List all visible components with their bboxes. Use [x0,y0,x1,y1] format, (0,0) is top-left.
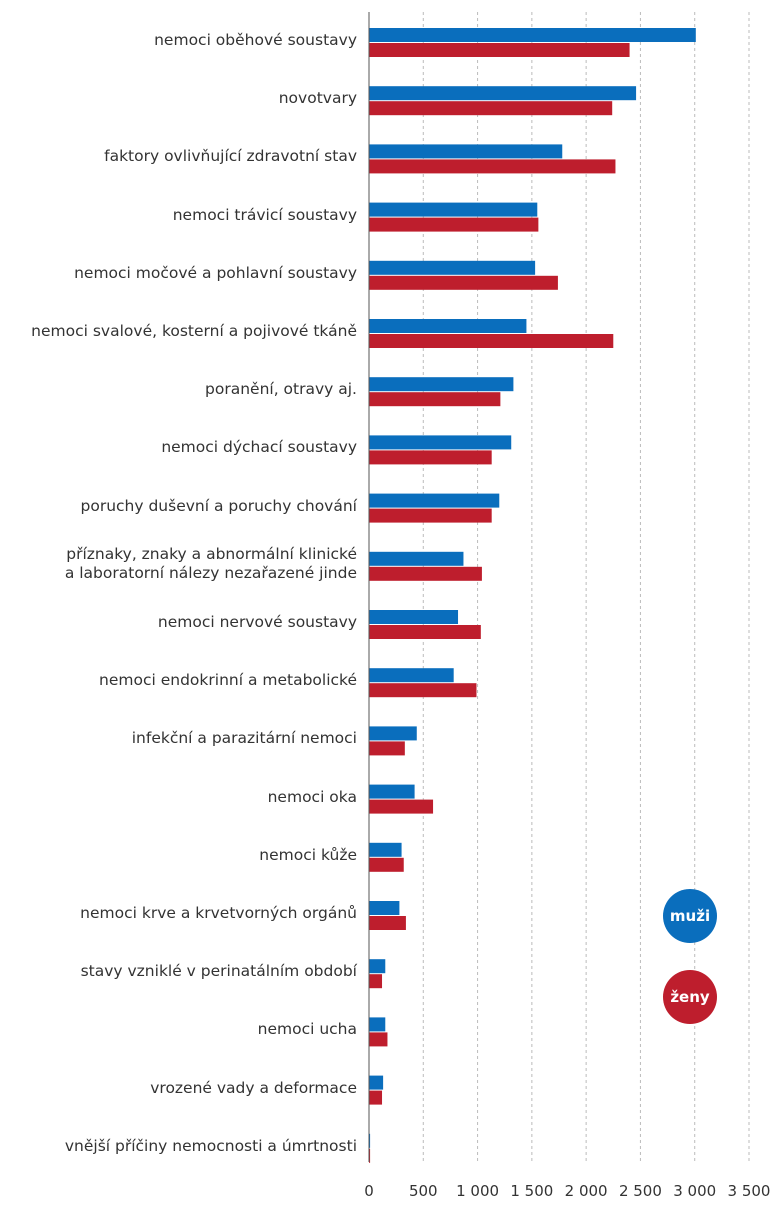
legend-muzi-badge: muži [663,889,717,943]
bar-zeny-16 [369,974,383,989]
bar-zeny-9 [369,566,482,581]
category-label-15: nemoci krve a krvetvorných orgánů [80,904,357,922]
bar-muzi-1 [369,86,637,101]
bar-zeny-5 [369,334,614,348]
x-tick-label-1500: 1 500 [510,1182,553,1200]
category-label-13: nemoci oka [267,787,357,806]
bar-muzi-3 [369,202,538,217]
bar-muzi-16 [369,959,386,974]
bar-muzi-4 [369,260,536,275]
bar-muzi-13 [369,784,415,799]
bar-muzi-2 [369,144,563,159]
bar-zeny-4 [369,275,558,290]
bar-muzi-0 [369,28,696,42]
category-label-2: faktory ovlivňující zdravotní stav [104,147,357,166]
category-label-7: nemoci dýchací soustavy [161,438,357,457]
x-tick-label-3000: 3 000 [673,1182,716,1200]
x-tick-label-3500: 3 500 [728,1182,771,1200]
x-tick-label-500: 500 [409,1182,438,1200]
bar-zeny-13 [369,799,434,814]
bar-muzi-18 [369,1075,384,1090]
bar-zeny-0 [369,43,630,57]
bar-muzi-17 [369,1017,386,1032]
bar-zeny-3 [369,217,539,232]
bar-zeny-19 [369,1148,371,1163]
category-label-12: infekční a parazitární nemoci [131,729,357,748]
category-label-18: vrozené vady a deformace [150,1078,357,1097]
bar-muzi-12 [369,726,417,741]
bar-zeny-12 [369,741,405,756]
bar-zeny-1 [369,101,613,116]
bar-zeny-10 [369,625,481,639]
bar-zeny-17 [369,1032,388,1047]
category-label-9: příznaky, znaky a abnormální klinické a l… [64,545,357,583]
bar-muzi-15 [369,901,400,915]
bar-muzi-5 [369,319,527,333]
category-label-8: poruchy duševní a poruchy chování [80,496,358,515]
bar-zeny-8 [369,508,492,523]
category-label-17: nemoci ucha [257,1020,357,1039]
bar-zeny-14 [369,857,404,872]
bar-muzi-6 [369,377,514,392]
bar-muzi-11 [369,668,454,683]
bar-muzi-14 [369,842,402,857]
x-tick-label-2500: 2 500 [619,1182,662,1200]
category-label-5: nemoci svalové, kosterní a pojivové tkán… [31,322,357,340]
category-label-6: poranění, otravy aj. [205,380,357,399]
bar-muzi-10 [369,610,459,624]
bar-zeny-7 [369,450,492,465]
category-label-0: nemoci oběhové soustavy [154,31,357,49]
category-label-10: nemoci nervové soustavy [157,613,357,631]
x-tick-label-1000: 1 000 [456,1182,499,1200]
category-label-4: nemoci močové a pohlavní soustavy [74,263,357,282]
x-tick-label-0: 0 [364,1182,374,1200]
x-tick-label-2000: 2 000 [565,1182,608,1200]
bar-zeny-2 [369,159,616,174]
legend-zeny-badge: ženy [663,970,717,1024]
category-label-1: novotvary [278,89,357,108]
category-label-14: nemoci kůže [259,845,357,864]
bar-zeny-6 [369,392,501,407]
category-label-11: nemoci endokrinní a metabolické [99,671,357,690]
bar-zeny-18 [369,1090,383,1105]
category-label-19: vnější příčiny nemocnosti a úmrtnosti [64,1136,357,1155]
bar-zeny-15 [369,916,406,930]
category-label-16: stavy vzniklé v perinatálním období [80,962,357,981]
category-label-3: nemoci trávicí soustavy [172,205,357,224]
bar-muzi-19 [369,1133,371,1148]
bar-muzi-7 [369,435,512,450]
bar-muzi-9 [369,551,464,566]
bar-muzi-8 [369,493,500,508]
bar-zeny-11 [369,683,477,698]
